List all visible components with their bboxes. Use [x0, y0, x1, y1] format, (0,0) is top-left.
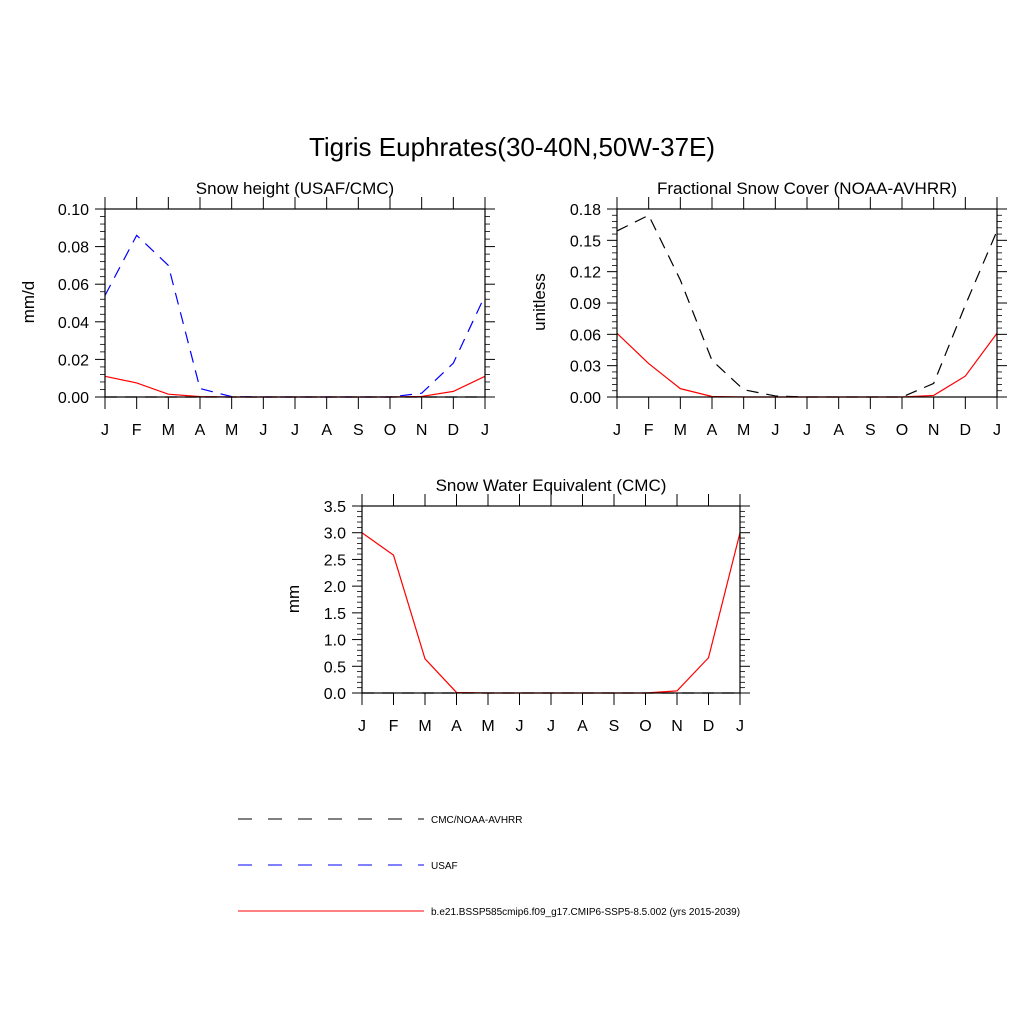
panel-snow-water-equivalent: Snow Water Equivalent (CMC) mm J F M A M J J A S…: [284, 476, 750, 735]
x-tick-label: J: [516, 718, 524, 735]
x-tick-label: A: [321, 422, 332, 439]
legend-item-model: b.e21.BSSP585cmip6.f09_g17.CMIP6-SSP5-8.…: [238, 907, 740, 918]
legend-label: b.e21.BSSP585cmip6.f09_g17.CMIP6-SSP5-8.…: [431, 907, 740, 918]
y-tick-label: 0.12: [570, 265, 601, 282]
y-tick-label: 0.04: [58, 315, 89, 332]
y-tick-label: 0.15: [570, 233, 601, 250]
figure-title: Tigris Euphrates(30-40N,50W-37E): [309, 132, 715, 162]
y-tick-label: 0.06: [58, 277, 89, 294]
x-tick-label: N: [928, 422, 940, 439]
y-tick-label: 2.5: [324, 552, 346, 569]
panel-snow-height: Snow height (USAF/CMC) mm/d J F M A M J J A S O N D…: [19, 179, 495, 439]
legend-label: USAF: [431, 861, 458, 872]
y-tick-label: 0.00: [570, 390, 601, 407]
x-tick-label: O: [384, 422, 396, 439]
x-tick-label: M: [162, 422, 175, 439]
y-tick-label: 3.0: [324, 526, 346, 543]
x-tick-label: J: [736, 718, 744, 735]
y-tick-label: 0.18: [570, 202, 601, 219]
panel-title: Snow Water Equivalent (CMC): [436, 476, 667, 495]
x-tick-label: M: [674, 422, 687, 439]
y-axis-label: mm: [284, 585, 303, 613]
y-tick-label: 3.5: [324, 499, 346, 516]
x-tick-label: A: [451, 718, 462, 735]
legend-item-usaf: USAF: [238, 861, 458, 872]
y-tick-label: 1.0: [324, 633, 346, 650]
x-tick-label: M: [225, 422, 238, 439]
y-tick-label: 0.09: [570, 296, 601, 313]
panel-fractional-snow-cover: Fractional Snow Cover (NOAA-AVHRR) unitl…: [530, 179, 1007, 439]
x-tick-label: O: [896, 422, 908, 439]
y-tick-label: 0.5: [324, 659, 346, 676]
x-tick-label: N: [671, 718, 683, 735]
legend-item-obs: CMC/NOAA-AVHRR: [238, 815, 522, 826]
legend-label: CMC/NOAA-AVHRR: [431, 815, 522, 826]
x-tick-label: M: [737, 422, 750, 439]
x-tick-label: J: [993, 422, 1001, 439]
x-tick-label: J: [259, 422, 267, 439]
series-line-usaf: [104, 234, 486, 398]
y-tick-label: 0.02: [58, 352, 89, 369]
x-tick-label: J: [101, 422, 109, 439]
x-tick-label: A: [707, 422, 718, 439]
y-tick-label: 0.06: [570, 327, 601, 344]
x-tick-label: M: [418, 718, 431, 735]
x-tick-label: N: [416, 422, 428, 439]
y-tick-label: 0.08: [58, 240, 89, 257]
x-tick-label: O: [639, 718, 651, 735]
y-tick-label: 1.5: [324, 606, 346, 623]
panel-title: Snow height (USAF/CMC): [196, 179, 394, 198]
y-tick-label: 0.00: [58, 390, 89, 407]
y-tick-label: 2.0: [324, 579, 346, 596]
x-tick-label: J: [803, 422, 811, 439]
x-tick-label: J: [481, 422, 489, 439]
x-tick-label: M: [481, 718, 494, 735]
x-tick-label: J: [358, 718, 366, 735]
panel-title: Fractional Snow Cover (NOAA-AVHRR): [657, 179, 957, 198]
x-tick-label: S: [609, 718, 620, 735]
x-tick-label: A: [577, 718, 588, 735]
y-tick-label: 0.10: [58, 202, 89, 219]
x-tick-label: F: [132, 422, 142, 439]
x-tick-label: J: [547, 718, 555, 735]
x-tick-label: D: [703, 718, 715, 735]
x-tick-label: A: [195, 422, 206, 439]
x-tick-label: D: [960, 422, 972, 439]
x-tick-label: A: [833, 422, 844, 439]
y-tick-label: 0.03: [570, 359, 601, 376]
x-tick-label: D: [448, 422, 460, 439]
x-tick-label: J: [613, 422, 621, 439]
x-tick-label: S: [865, 422, 876, 439]
x-tick-label: F: [389, 718, 399, 735]
x-tick-label: J: [291, 422, 299, 439]
y-axis-label: unitless: [530, 273, 549, 331]
x-tick-label: F: [644, 422, 654, 439]
x-tick-label: J: [771, 422, 779, 439]
x-tick-label: S: [353, 422, 364, 439]
legend: CMC/NOAA-AVHRR USAF b.e21.BSSP585cmip6.f…: [238, 815, 740, 918]
y-axis-label: mm/d: [19, 281, 38, 324]
y-tick-label: 0.0: [324, 686, 346, 703]
